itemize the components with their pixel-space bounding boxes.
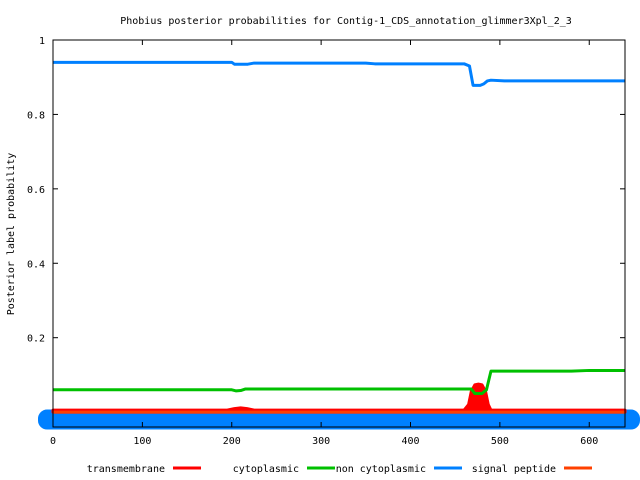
legend-label-non-cytoplasmic: non cytoplasmic xyxy=(336,464,426,475)
x-tick-label: 300 xyxy=(312,436,330,447)
x-tick-label: 400 xyxy=(401,436,419,447)
y-tick-label: 0.6 xyxy=(27,185,45,196)
cytoplasmic-line xyxy=(53,368,625,396)
legend-label-signal-peptide: signal peptide xyxy=(472,464,556,475)
legend-label-cytoplasmic: cytoplasmic xyxy=(233,464,299,475)
plot-frame xyxy=(52,39,626,428)
y-axis-label: Posterior label probability xyxy=(6,153,17,316)
legend-label-transmembrane: transmembrane xyxy=(87,464,165,475)
y-tick-label: 0.4 xyxy=(27,259,45,270)
y-tick-label: 0.8 xyxy=(27,110,45,121)
chart-title: Phobius posterior probabilities for Cont… xyxy=(120,16,572,27)
x-tick-label: 100 xyxy=(133,436,151,447)
x-tick-label: 500 xyxy=(491,436,509,447)
x-tick-label: 0 xyxy=(50,436,56,447)
axis-ticks: 0 100 200 300 400 500 600 0.2 0.4 0.6 0.8 1 xyxy=(27,36,625,447)
legend: transmembrane cytoplasmic non cytoplasmic s… xyxy=(87,464,592,475)
x-tick-label: 200 xyxy=(223,436,241,447)
plot-area xyxy=(38,60,640,430)
y-tick-label: 0.2 xyxy=(27,334,45,345)
non-cytoplasmic-band xyxy=(38,409,640,430)
y-tick-label: 1 xyxy=(39,36,45,47)
transmembrane-area xyxy=(51,382,627,414)
series-4-line xyxy=(53,60,625,87)
x-tick-label: 600 xyxy=(580,436,598,447)
